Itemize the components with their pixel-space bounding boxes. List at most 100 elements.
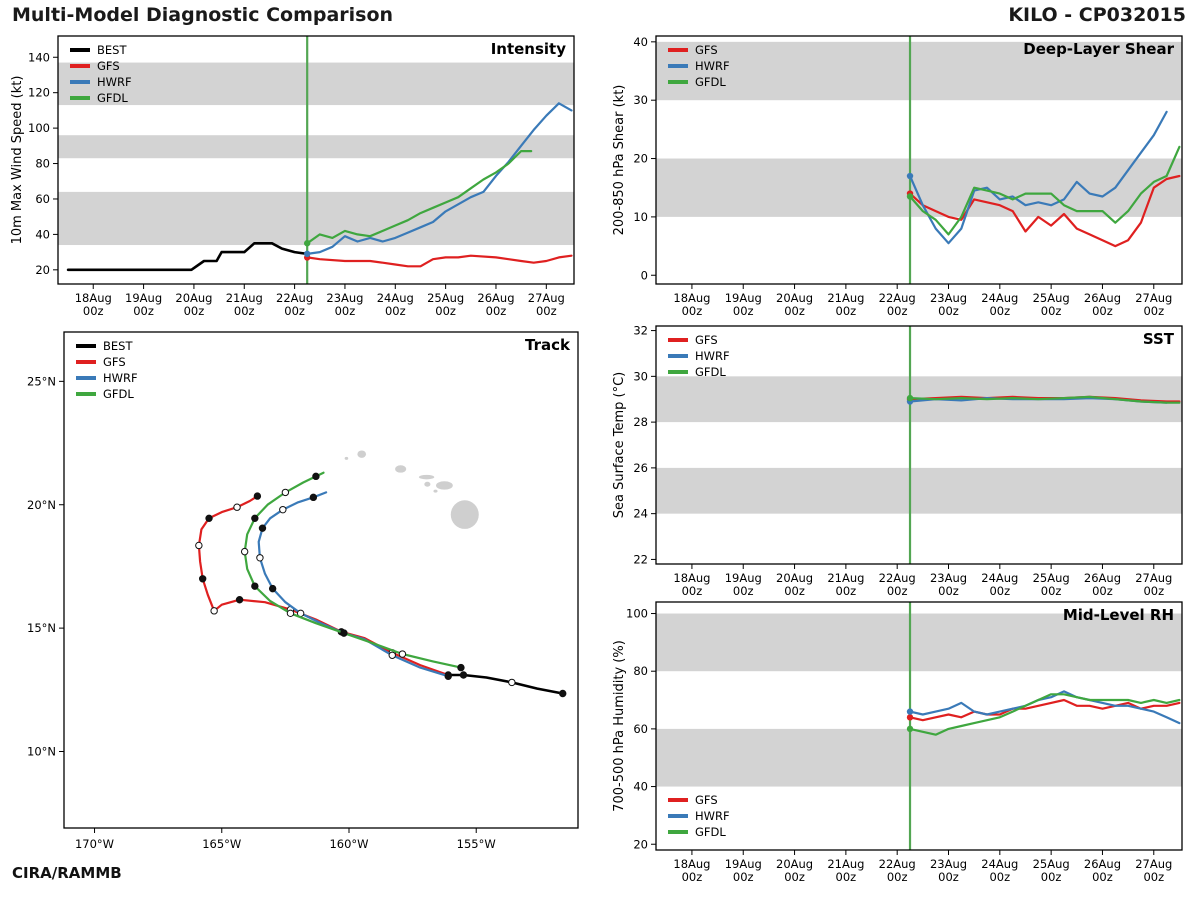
track-panel-title: Track <box>525 336 571 354</box>
legend-swatch-hwrf <box>76 376 96 380</box>
y-tick-label: 20 <box>633 152 648 166</box>
track-legend-item-gfs: GFS <box>76 354 138 370</box>
track-position-marker <box>398 650 407 658</box>
sst-legend-item-hwrf: HWRF <box>668 348 730 364</box>
shear-chart: 01020304018Aug00z19Aug00z20Aug00z21Aug00… <box>612 35 1183 318</box>
legend-swatch-gfs <box>76 360 96 364</box>
time-tick-label-date: 22Aug <box>879 291 916 305</box>
track-position-marker <box>205 514 213 523</box>
intensity-panel-title: Intensity <box>491 40 567 58</box>
time-tick-label-hour: 00z <box>784 870 805 884</box>
rh-shade-band <box>656 613 1182 672</box>
sst-series-gfdl <box>908 395 1181 404</box>
time-tick-label-date: 26Aug <box>1084 857 1121 871</box>
rh-legend-item-gfs: GFS <box>668 792 730 808</box>
sst-panel-title: SST <box>1143 330 1175 348</box>
time-tick-label-hour: 00z <box>335 304 356 318</box>
sst-legend-item-gfs: GFS <box>668 332 730 348</box>
track-panel: 10°N 15°N 20°N 25°N 170°W 165°W 160°W 155°W Trac… <box>6 322 584 862</box>
y-tick-label: 26 <box>633 461 648 475</box>
time-tick-label-date: 20Aug <box>776 571 813 585</box>
y-tick-label: 32 <box>633 324 648 338</box>
time-tick-label-date: 19Aug <box>725 857 762 871</box>
rh-series-hwrf <box>908 690 1181 725</box>
time-tick-label-hour: 00z <box>486 304 507 318</box>
track-position-marker <box>388 651 396 659</box>
y-tick-label: 20 <box>35 263 50 277</box>
time-tick-label-hour: 00z <box>887 304 908 318</box>
time-tick-label-hour: 00z <box>284 304 305 318</box>
y-tick-label: 40 <box>35 227 50 241</box>
time-tick-label-hour: 00z <box>682 870 703 884</box>
storm-id: KILO - CP032015 <box>1008 4 1186 26</box>
legend-swatch-gfdl <box>668 370 688 374</box>
time-tick-label-date: 27Aug <box>528 291 565 305</box>
time-tick-label-hour: 00z <box>1092 304 1113 318</box>
intensity-series-best <box>66 242 309 272</box>
track-chart: 10°N 15°N 20°N 25°N 170°W 165°W 160°W 155°W Trac… <box>27 331 579 851</box>
intensity-series-gfdl <box>306 149 533 245</box>
rh-init-marker-hwrf <box>906 708 914 715</box>
time-tick-label-date: 22Aug <box>879 571 916 585</box>
island-shape <box>357 450 367 458</box>
legend-label-gfdl: GFDL <box>97 91 128 105</box>
time-tick-label-date: 27Aug <box>1135 291 1172 305</box>
legend-label-gfs: GFS <box>103 355 126 369</box>
time-tick-label-hour: 00z <box>1041 870 1062 884</box>
shear-legend-item-gfs: GFS <box>668 42 730 58</box>
sst-chart: 22242628303218Aug00z19Aug00z20Aug00z21Au… <box>612 324 1183 598</box>
time-tick-label-date: 21Aug <box>226 291 263 305</box>
intensity-series-gfs <box>306 254 573 268</box>
intensity-series-hwrf <box>306 102 573 255</box>
lon-tick-label: 165°W <box>202 837 241 851</box>
time-tick-label-date: 21Aug <box>827 291 864 305</box>
legend-label-hwrf: HWRF <box>695 59 730 73</box>
track-position-marker <box>233 503 241 511</box>
intensity-shade-band <box>58 135 574 159</box>
time-tick-label-hour: 00z <box>836 870 857 884</box>
track-position-marker <box>258 524 267 532</box>
track-position-marker <box>251 582 259 590</box>
time-tick-label-hour: 00z <box>1143 304 1164 318</box>
time-tick-label-date: 25Aug <box>1033 857 1070 871</box>
time-tick-label-hour: 00z <box>887 584 908 598</box>
legend-swatch-gfdl <box>76 392 96 396</box>
time-tick-label-hour: 00z <box>1092 584 1113 598</box>
track-position-marker <box>457 663 465 672</box>
legend-label-hwrf: HWRF <box>103 371 138 385</box>
legend-swatch-hwrf <box>70 80 90 84</box>
time-tick-label-hour: 00z <box>133 304 154 318</box>
shear-init-marker-hwrf <box>906 172 914 180</box>
time-tick-label-hour: 00z <box>989 304 1010 318</box>
shear-series-gfdl <box>908 145 1181 236</box>
rh-axes-frame <box>655 601 1183 851</box>
legend-label-gfs: GFS <box>695 333 718 347</box>
track-position-marker <box>279 505 287 514</box>
time-tick-label-date: 24Aug <box>377 291 414 305</box>
legend-swatch-hwrf <box>668 814 688 818</box>
legend-label-gfdl: GFDL <box>103 387 134 401</box>
time-tick-label-hour: 00z <box>938 870 959 884</box>
legend-swatch-gfs <box>668 338 688 342</box>
shear-series-hwrf <box>908 110 1168 245</box>
track-position-marker <box>312 472 320 481</box>
track-position-marker <box>195 541 203 550</box>
legend-label-hwrf: HWRF <box>97 75 132 89</box>
legend-swatch-best <box>70 48 90 52</box>
y-tick-label: 22 <box>633 552 648 566</box>
time-tick-label-date: 23Aug <box>930 571 967 585</box>
sst-legend: GFS HWRF GFDL <box>668 332 730 380</box>
time-tick-label-date: 26Aug <box>1084 291 1121 305</box>
time-tick-label-hour: 00z <box>435 304 456 318</box>
time-tick-label-date: 20Aug <box>776 857 813 871</box>
time-tick-label-hour: 00z <box>989 870 1010 884</box>
track-position-marker <box>309 493 318 502</box>
sst-panel: 22 24 26 28 30 32 18Aug 00z 19Aug 00z 20Aug 00z 21Au… <box>608 318 1192 600</box>
shear-y-axis-label: 200-850 hPa Shear (kt) <box>612 85 627 236</box>
legend-swatch-gfs <box>668 48 688 52</box>
track-position-marker <box>508 678 516 687</box>
track-legend-item-best: BEST <box>76 338 138 354</box>
intensity-init-marker-hwrf <box>303 250 311 258</box>
sst-init-marker-gfdl <box>906 394 914 402</box>
legend-swatch-hwrf <box>668 354 688 358</box>
